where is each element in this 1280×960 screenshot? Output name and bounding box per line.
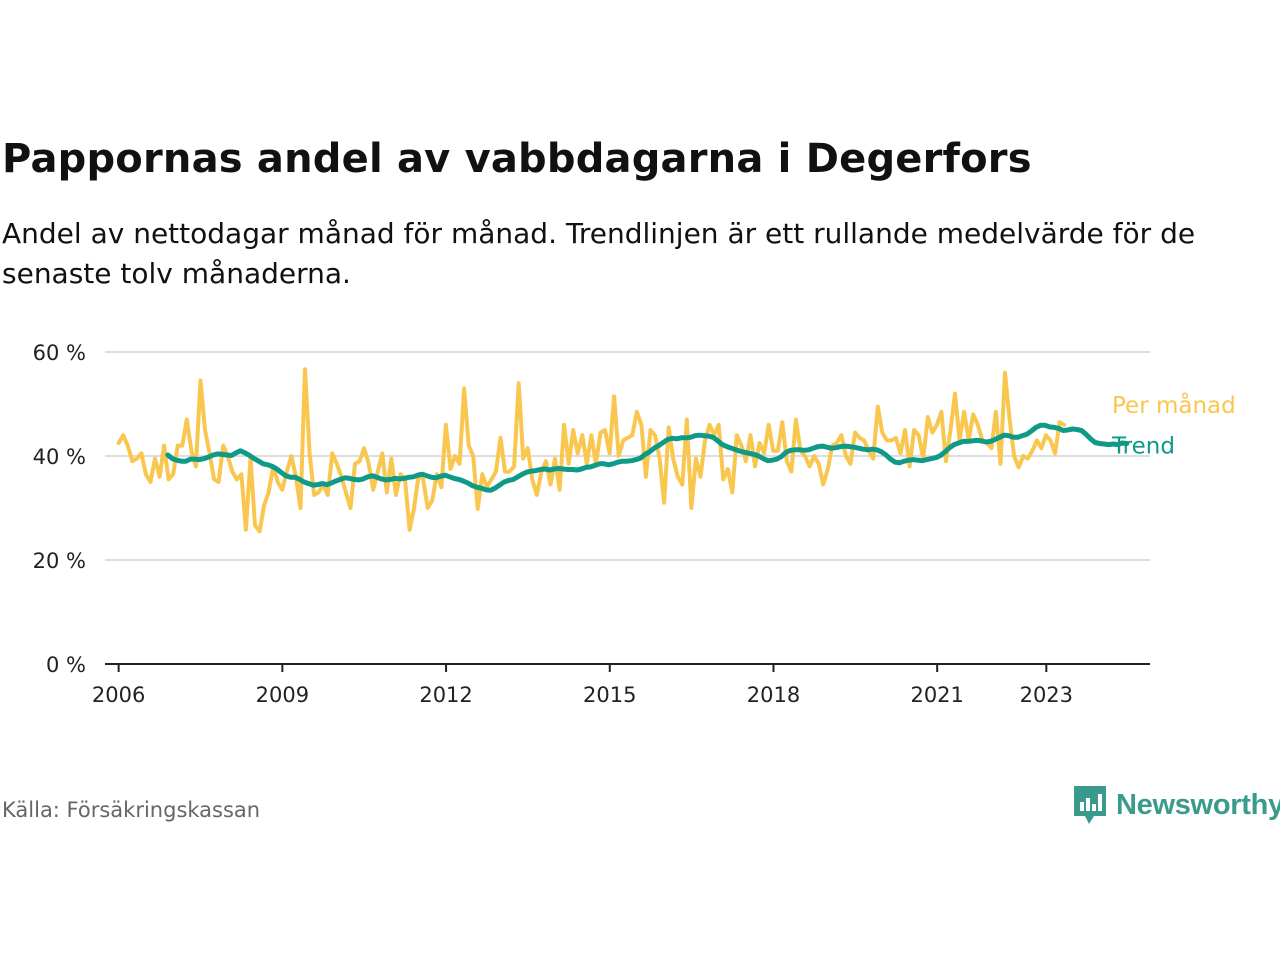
grid-lines — [105, 351, 1150, 561]
series-line-per-manad — [116, 367, 1067, 534]
legend-label-per-manad: Per månad — [1112, 391, 1236, 419]
brand-name: Newsworthy — [1116, 788, 1280, 821]
line-chart: 0 % 20 % 40 % 60 % 2006 2009 2012 2015 2018 2021… — [33, 341, 1236, 707]
x-tick-label: 2009 — [256, 683, 309, 707]
series-line-trend — [165, 422, 1130, 493]
legend-label-trend: Trend — [1111, 434, 1175, 460]
source-note: Källa: Försäkringskassan — [2, 798, 261, 822]
y-tick-label: 0 % — [46, 653, 86, 677]
chart-subtitle: Andel av nettodagar månad för månad. Tre… — [2, 217, 1196, 290]
x-tick-label: 2023 — [1020, 683, 1073, 707]
legend: Per månad Trend — [1111, 391, 1236, 460]
y-tick-label: 40 % — [33, 445, 86, 469]
y-tick-label: 20 % — [33, 549, 86, 573]
x-tick-label: 2006 — [92, 683, 145, 707]
chart-title: Pappornas andel av vabbdagarna i Degerfo… — [2, 136, 1032, 182]
x-tick-label: 2021 — [910, 683, 963, 707]
x-tick-label: 2012 — [419, 683, 472, 707]
brand-logo: Newsworthy — [1072, 784, 1280, 826]
x-tick-label: 2018 — [747, 683, 800, 707]
y-tick-label: 60 % — [33, 341, 86, 365]
x-axis-ticks: 2006 2009 2012 2015 2018 2021 2023 — [92, 663, 1150, 707]
y-axis-ticks: 0 % 20 % 40 % 60 % — [33, 341, 86, 677]
series-lines — [116, 367, 1130, 534]
newsworthy-logo-icon — [1074, 786, 1106, 824]
x-tick-label: 2015 — [583, 683, 636, 707]
